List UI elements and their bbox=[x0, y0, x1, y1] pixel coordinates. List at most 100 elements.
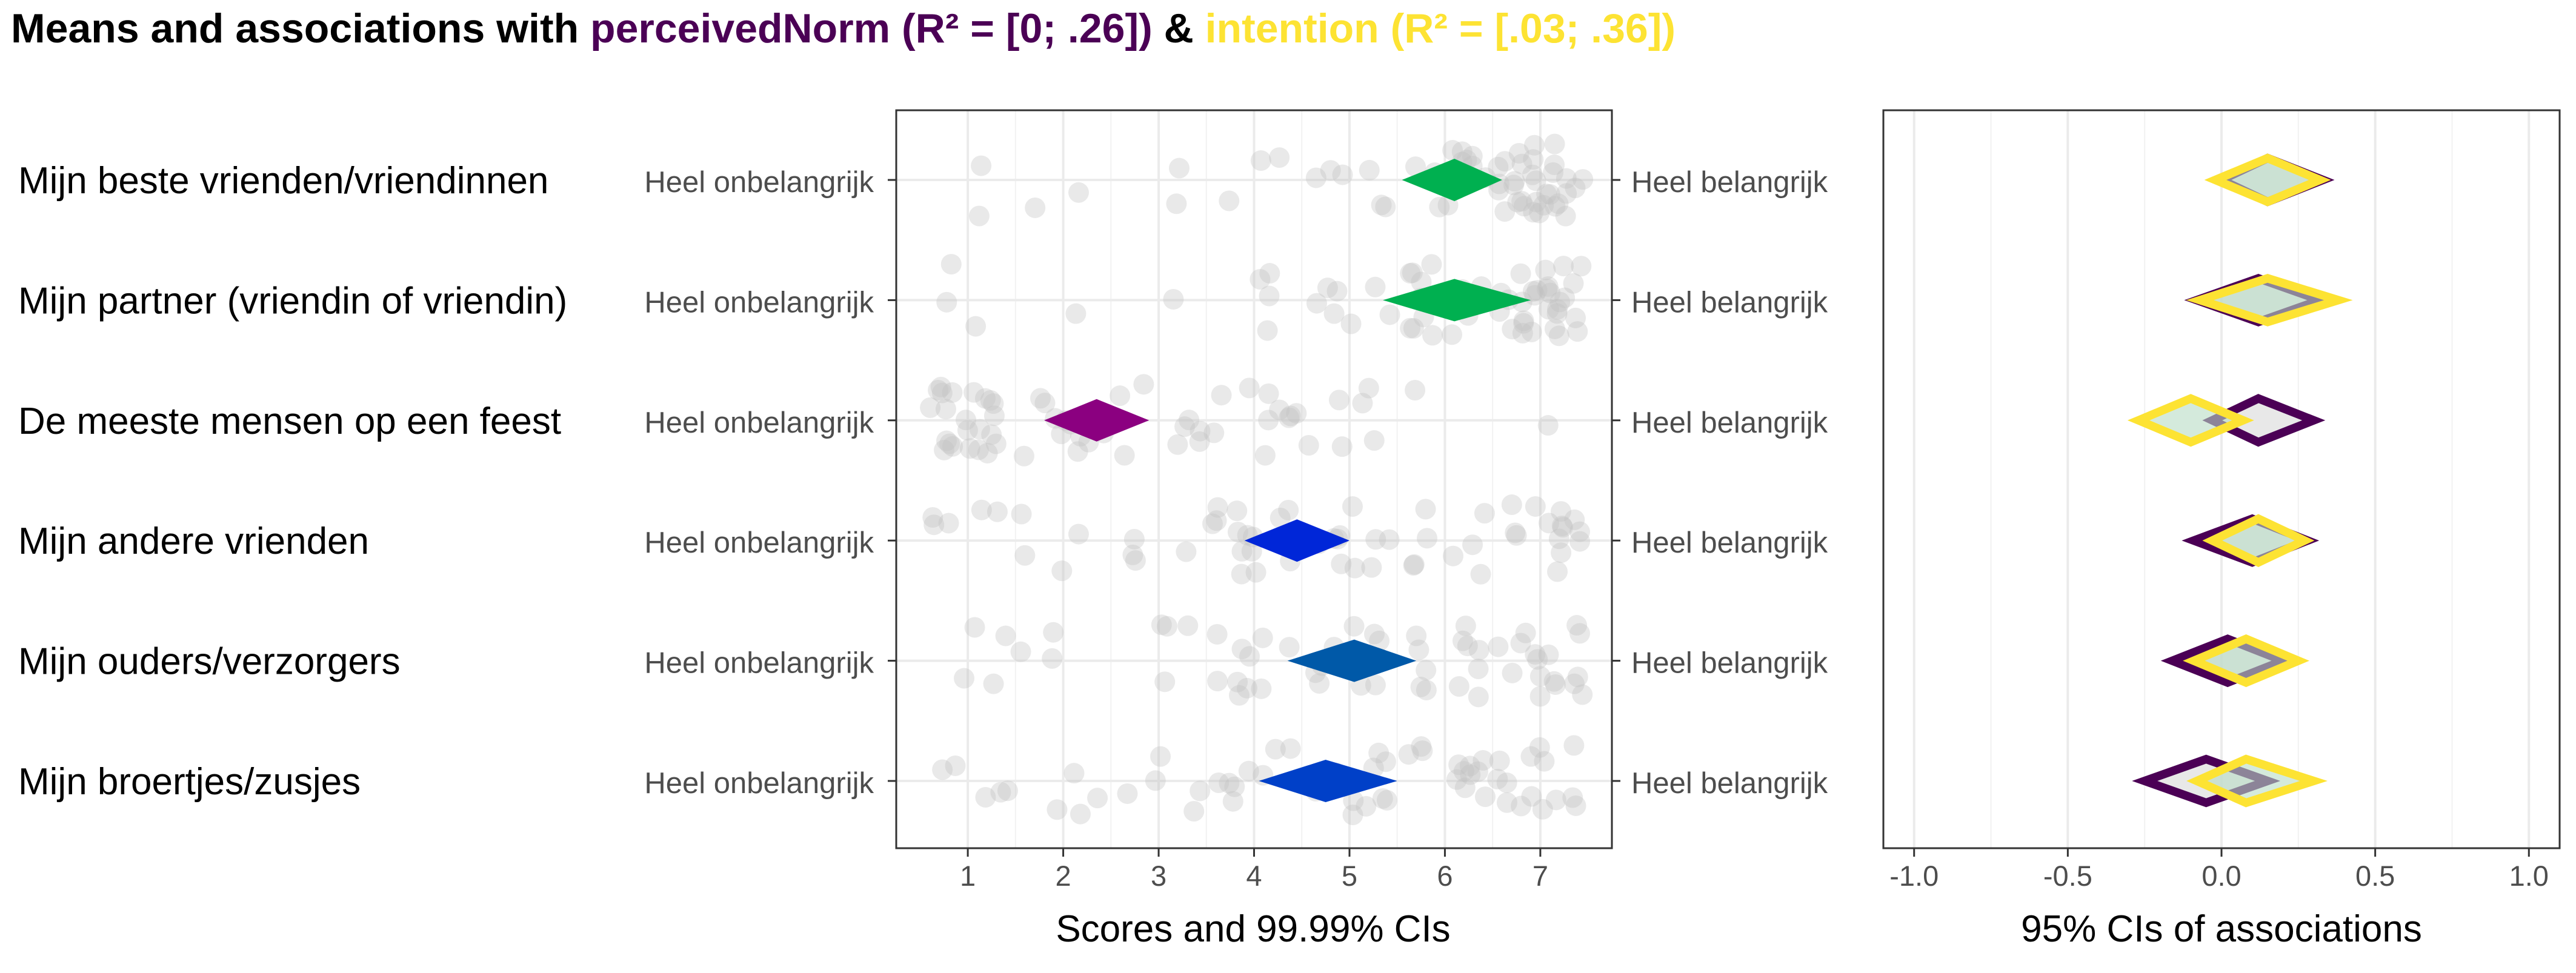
score-point bbox=[971, 499, 992, 520]
score-point bbox=[1527, 649, 1548, 670]
score-point bbox=[1548, 193, 1569, 214]
score-point bbox=[1448, 754, 1469, 775]
score-point bbox=[1510, 263, 1531, 284]
score-mean-diamond bbox=[1244, 519, 1350, 562]
score-point bbox=[1556, 168, 1577, 189]
score-point bbox=[954, 668, 975, 689]
score-point bbox=[1567, 321, 1588, 342]
score-point bbox=[1231, 639, 1253, 660]
score-point bbox=[969, 419, 990, 440]
score-point bbox=[1166, 193, 1187, 214]
score-point bbox=[997, 780, 1018, 802]
score-point bbox=[1250, 150, 1271, 171]
score-point bbox=[1259, 263, 1280, 284]
score-point bbox=[1298, 435, 1319, 456]
score-mean-diamond bbox=[1287, 639, 1417, 682]
score-point bbox=[1538, 299, 1559, 320]
score-point bbox=[942, 436, 964, 457]
score-point bbox=[1406, 625, 1427, 646]
score-point bbox=[1309, 673, 1330, 694]
score-point bbox=[1488, 636, 1509, 657]
score-point bbox=[1179, 410, 1200, 431]
score-point bbox=[1133, 374, 1154, 395]
score-point bbox=[1489, 750, 1510, 771]
score-point bbox=[1412, 740, 1433, 762]
anchor-low: Heel onbelangrijk bbox=[644, 166, 874, 199]
score-point bbox=[1460, 764, 1481, 785]
anchor-labels: Heel onbelangrijk Heel belangrijk Heel onb… bbox=[644, 166, 1828, 800]
score-point bbox=[1010, 641, 1031, 662]
score-point bbox=[1513, 196, 1534, 217]
score-point bbox=[1265, 739, 1286, 760]
score-point bbox=[1231, 540, 1253, 562]
score-point bbox=[1068, 182, 1089, 203]
score-point bbox=[1563, 735, 1585, 756]
score-point bbox=[1011, 503, 1032, 525]
item-label: De meeste mensen op een feest bbox=[18, 400, 561, 442]
score-point bbox=[1410, 676, 1431, 697]
score-point bbox=[1150, 746, 1171, 767]
score-point bbox=[1323, 303, 1345, 324]
score-point bbox=[1512, 322, 1533, 344]
score-point bbox=[930, 376, 951, 397]
score-point bbox=[1174, 416, 1196, 437]
score-point bbox=[1563, 673, 1585, 694]
score-point bbox=[1462, 145, 1483, 167]
score-point bbox=[974, 388, 996, 409]
score-point bbox=[1513, 313, 1534, 334]
score-point bbox=[1494, 201, 1516, 222]
score-point bbox=[1502, 319, 1523, 340]
score-point bbox=[1544, 154, 1565, 176]
anchor-high: Heel belangrijk bbox=[1631, 526, 1828, 559]
score-point bbox=[1536, 184, 1557, 205]
score-point bbox=[1025, 197, 1046, 218]
score-point bbox=[1525, 170, 1546, 191]
score-point bbox=[1520, 746, 1542, 767]
score-point bbox=[964, 617, 985, 638]
score-point bbox=[1189, 431, 1210, 452]
score-point bbox=[1564, 509, 1585, 530]
scores-x-tick-label: 4 bbox=[1246, 860, 1262, 892]
score-point bbox=[1363, 623, 1385, 645]
item-labels: Mijn beste vrienden/vriendinnen Mijn part… bbox=[18, 160, 567, 803]
score-point bbox=[1503, 174, 1525, 196]
score-point bbox=[1548, 325, 1569, 347]
score-point bbox=[1151, 614, 1172, 636]
score-point bbox=[1376, 789, 1397, 811]
score-point bbox=[1405, 380, 1426, 401]
score-point bbox=[1239, 377, 1260, 399]
score-point bbox=[1442, 545, 1463, 566]
score-point bbox=[1551, 516, 1573, 537]
score-point bbox=[983, 673, 1004, 694]
anchor-low: Heel onbelangrijk bbox=[644, 767, 874, 800]
score-point bbox=[1156, 616, 1177, 637]
score-point bbox=[1123, 528, 1145, 550]
score-point bbox=[1342, 804, 1363, 825]
score-point bbox=[1280, 405, 1301, 427]
score-point bbox=[1269, 147, 1290, 168]
score-point bbox=[1455, 616, 1476, 637]
score-point bbox=[1521, 321, 1542, 342]
score-point bbox=[1501, 494, 1522, 516]
score-point bbox=[1167, 434, 1188, 455]
score-point bbox=[1545, 789, 1566, 811]
score-point bbox=[1442, 140, 1463, 161]
score-point bbox=[936, 430, 957, 451]
score-point bbox=[1042, 648, 1063, 669]
score-point bbox=[1544, 318, 1565, 339]
score-point bbox=[1326, 281, 1348, 302]
score-point bbox=[1448, 676, 1469, 697]
anchor-low: Heel onbelangrijk bbox=[644, 526, 874, 559]
score-point bbox=[1529, 686, 1551, 707]
score-point bbox=[1539, 513, 1560, 534]
score-point bbox=[1369, 630, 1390, 651]
score-point bbox=[1572, 684, 1593, 705]
score-point bbox=[1521, 786, 1542, 807]
scores-x-tick-label: 3 bbox=[1151, 860, 1167, 892]
score-point bbox=[1468, 640, 1489, 661]
score-point bbox=[1474, 786, 1496, 808]
title-joiner: & bbox=[1153, 5, 1205, 51]
score-point bbox=[1510, 633, 1531, 654]
score-point bbox=[1522, 281, 1543, 302]
score-point bbox=[1254, 445, 1276, 466]
